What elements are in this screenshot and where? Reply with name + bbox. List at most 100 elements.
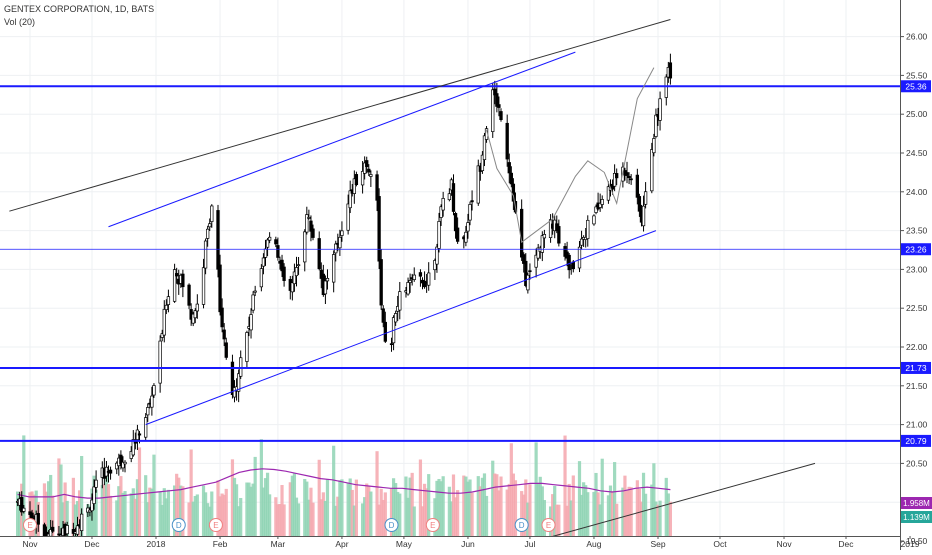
candle-up [468, 204, 472, 221]
volume-bar-up [484, 495, 489, 536]
volume-bar-up [332, 445, 336, 536]
volume-bar-up [652, 463, 656, 536]
candle-down [187, 284, 191, 306]
candle-up [292, 271, 297, 285]
candle-down [57, 533, 61, 536]
time-tick-label: Dec [84, 539, 100, 549]
candle-up [144, 417, 148, 438]
volume-bar-up [115, 500, 119, 536]
volume-bar-down [478, 486, 482, 536]
volume-bar-up [259, 439, 263, 536]
time-axis[interactable]: Nov Dec 2018 Feb Mar Apr May Jun Jul Aug Sep Oct Nov… [0, 536, 920, 550]
price-tag-label: 21.73 [905, 363, 927, 373]
volume-bar-down [63, 482, 67, 536]
time-tick-label: May [396, 539, 413, 549]
candle-down [220, 307, 224, 328]
candle-down [453, 213, 458, 232]
candle-up [49, 529, 53, 536]
candle-up [296, 264, 301, 267]
candle-up [131, 439, 135, 456]
volume-bar-down [108, 495, 113, 536]
grid-lines [0, 0, 900, 536]
volume-bar-up [88, 505, 92, 536]
volume-bar-down [230, 459, 235, 536]
volume-bar-up [404, 476, 408, 536]
volume-bar-up [650, 484, 654, 536]
candle-down [625, 172, 629, 176]
volume-bar-up [412, 506, 416, 536]
volume-bar-up [296, 503, 301, 536]
candle-up [267, 236, 272, 241]
volume-bar-up [613, 462, 617, 536]
volume-bar-down [639, 501, 644, 536]
volume-indicator-label[interactable]: Vol (20) [4, 17, 36, 27]
volume-bar-down [177, 477, 181, 536]
candle-up [433, 260, 437, 271]
candle-down [567, 254, 571, 271]
volume-bar-down [451, 474, 456, 536]
price-axis[interactable]: 19.5020.0020.5021.0021.5022.0022.5023.00… [900, 0, 932, 550]
price-tick-label: 25.50 [906, 70, 928, 80]
candle-down [470, 200, 474, 203]
candle-up [59, 534, 63, 536]
volume-bar-up [251, 483, 255, 536]
volume-bar-down [379, 488, 383, 536]
candle-down [36, 513, 40, 525]
volume-bar-up [86, 504, 90, 536]
volume-bar-down [520, 491, 524, 536]
volume-bar-down [524, 479, 528, 536]
candle-down [375, 174, 379, 201]
volume-bar-up [641, 472, 646, 536]
candle-up [606, 186, 611, 201]
volume-bar-down [309, 487, 313, 536]
time-tick-label: Oct [713, 539, 727, 549]
volume-bar-down [57, 458, 61, 536]
volume-bar-up [468, 479, 472, 536]
volume-bar-up [65, 500, 69, 536]
candle-up [160, 333, 164, 338]
volume-bar-up [491, 460, 495, 536]
volume-bar-up [586, 492, 590, 536]
time-tick-label: Feb [213, 539, 228, 549]
volume-bar-up [146, 502, 150, 536]
candle-down [274, 239, 278, 245]
volume-bar-down [511, 473, 515, 536]
event-marker-label: E [213, 521, 218, 530]
volume-bar-up [608, 485, 613, 536]
volume-bar-down [175, 473, 179, 536]
candle-down [495, 93, 499, 107]
volume-bar-up [195, 494, 199, 536]
event-marker-label: D [389, 521, 395, 530]
candle-up [305, 214, 309, 233]
volume-bar-up [249, 486, 253, 536]
volume-bar-up [584, 485, 588, 536]
volume-bar-up [144, 475, 148, 536]
volume-bar-up [369, 491, 373, 536]
price-tag-label: 23.26 [905, 244, 927, 254]
candle-up [123, 461, 127, 465]
candle-down [42, 524, 47, 536]
candle-up [466, 222, 470, 232]
candle-up [652, 138, 656, 154]
time-axis-background [0, 536, 900, 550]
candle-up [412, 274, 416, 280]
volume-bar-up [406, 497, 410, 536]
volume-bar-down [280, 485, 284, 536]
earnings-marker: E [425, 518, 440, 532]
volume-bar-down [629, 487, 633, 536]
volume-bar-up [598, 504, 602, 536]
volume-bar-down [187, 502, 191, 536]
volume-bar-up [427, 474, 431, 536]
volume-bar-up [482, 473, 487, 536]
volume-bar-down [495, 474, 499, 536]
volume-bar-up [158, 491, 162, 536]
candle-down [635, 174, 639, 198]
candle-down [389, 343, 394, 346]
volume-bar-down [137, 447, 142, 536]
volume-bar-down [336, 496, 340, 536]
candle-down [381, 308, 385, 323]
candle-up [600, 199, 604, 205]
time-tick-label: Sep [650, 539, 665, 549]
